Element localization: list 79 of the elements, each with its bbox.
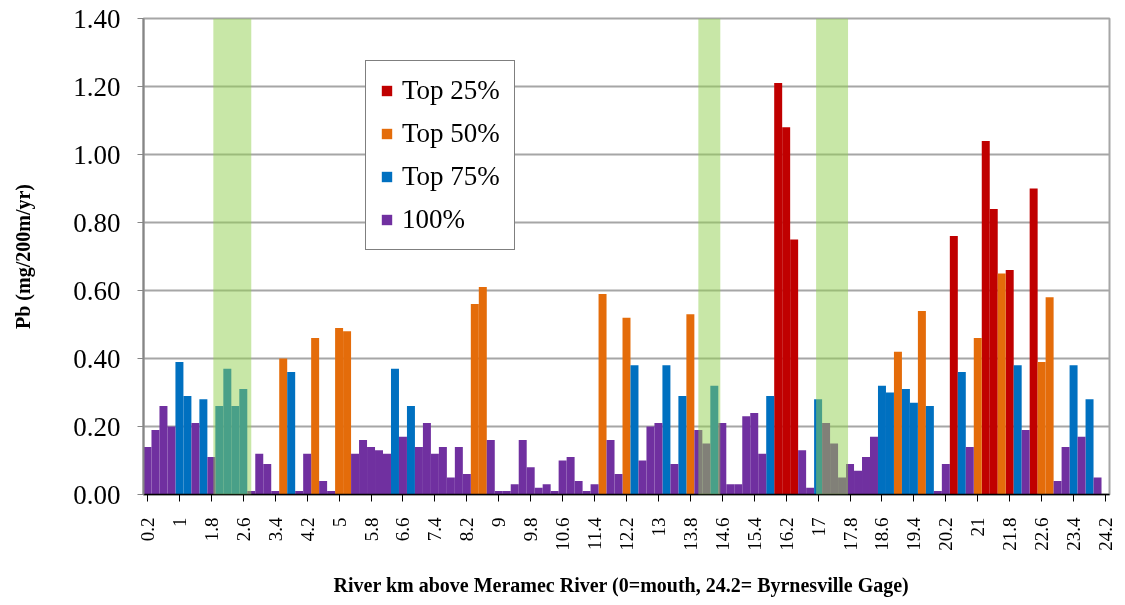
bar bbox=[1085, 399, 1094, 495]
legend-label: Top 25% bbox=[402, 75, 500, 106]
x-tick-label: 19.4 bbox=[903, 517, 925, 551]
bar bbox=[965, 446, 974, 495]
x-tick-label: 14.6 bbox=[711, 517, 733, 551]
x-tick-label: 2.6 bbox=[232, 517, 254, 542]
legend-label: 100% bbox=[402, 204, 465, 235]
x-tick-label: 10.6 bbox=[552, 517, 574, 551]
legend-label: Top 75% bbox=[402, 161, 500, 192]
bar bbox=[997, 273, 1006, 495]
bar bbox=[207, 457, 216, 495]
y-axis-title: Pb (mg/200m/yr) bbox=[12, 184, 36, 329]
y-tick-label: 0.40 bbox=[73, 343, 121, 374]
x-axis-title: River km above Meramec River (0=mouth, 24.2= Byrnesville Gage) bbox=[333, 573, 909, 597]
x-tick-label: 1 bbox=[168, 517, 190, 527]
bar bbox=[1077, 436, 1086, 495]
x-tick-label: 6.6 bbox=[392, 517, 414, 542]
y-tick-label: 1.00 bbox=[73, 139, 121, 170]
bar bbox=[1069, 365, 1078, 495]
x-tick-label: 4.2 bbox=[296, 517, 318, 542]
bar bbox=[630, 365, 639, 495]
bar bbox=[766, 395, 775, 495]
x-tick-label: 17.8 bbox=[839, 517, 861, 551]
x-tick-label: 5 bbox=[328, 517, 350, 527]
x-tick-label: 20.2 bbox=[935, 517, 957, 551]
bar bbox=[1013, 365, 1022, 495]
bar bbox=[279, 358, 288, 495]
y-tick-label: 1.20 bbox=[73, 71, 121, 102]
bar bbox=[199, 399, 208, 495]
bar bbox=[191, 423, 200, 495]
bar bbox=[390, 368, 399, 495]
x-tick-label: 24.2 bbox=[1095, 517, 1117, 551]
bar bbox=[398, 436, 407, 495]
x-tick-label: 12.2 bbox=[616, 517, 637, 551]
bar bbox=[1093, 477, 1102, 495]
bar bbox=[814, 399, 823, 495]
bar bbox=[686, 314, 695, 495]
bar bbox=[670, 463, 679, 495]
x-tick-label: 18.6 bbox=[871, 517, 893, 551]
y-tick-label: 1.40 bbox=[73, 3, 121, 34]
x-tick-label: 0.2 bbox=[136, 517, 158, 542]
bar bbox=[893, 351, 902, 495]
x-tick-label: 7.4 bbox=[424, 517, 446, 542]
x-tick-label: 21 bbox=[967, 517, 989, 537]
x-tick-label: 11.4 bbox=[584, 517, 606, 551]
x-tick-label: 13.8 bbox=[679, 517, 701, 551]
bar bbox=[710, 385, 719, 495]
x-tick-label: 16.2 bbox=[775, 517, 797, 551]
x-tick-label: 13 bbox=[647, 517, 669, 537]
x-tick-label: 21.8 bbox=[999, 517, 1021, 551]
bar bbox=[925, 406, 934, 495]
bar bbox=[957, 372, 966, 495]
bar bbox=[678, 395, 687, 495]
x-tick-label: 22.6 bbox=[1031, 517, 1053, 551]
bar bbox=[949, 236, 958, 495]
y-tick-label: 0.00 bbox=[73, 479, 121, 510]
x-tick-label: 15.4 bbox=[743, 517, 765, 551]
bar bbox=[1021, 429, 1030, 495]
x-tick-label: 1.8 bbox=[200, 517, 222, 542]
x-tick-label: 5.8 bbox=[360, 517, 382, 542]
x-tick-label: 23.4 bbox=[1063, 517, 1085, 551]
x-tick-label: 8.2 bbox=[456, 517, 478, 542]
bar bbox=[662, 365, 671, 495]
bar bbox=[311, 338, 320, 495]
x-tick-label: 9 bbox=[488, 517, 510, 527]
y-tick-label: 0.60 bbox=[73, 275, 121, 306]
bar bbox=[1029, 188, 1038, 495]
x-tick-label: 9.8 bbox=[520, 517, 542, 542]
bar bbox=[287, 372, 296, 495]
bar bbox=[1005, 270, 1014, 495]
y-tick-label: 0.20 bbox=[73, 411, 121, 442]
y-tick-label: 0.80 bbox=[73, 207, 121, 238]
bar bbox=[917, 310, 926, 495]
bar bbox=[598, 293, 607, 495]
bar bbox=[973, 338, 982, 495]
x-tick-label: 17 bbox=[807, 517, 829, 537]
x-tick-label: 3.4 bbox=[264, 517, 286, 542]
bar bbox=[406, 406, 415, 495]
legend-label: Top 50% bbox=[402, 118, 500, 149]
